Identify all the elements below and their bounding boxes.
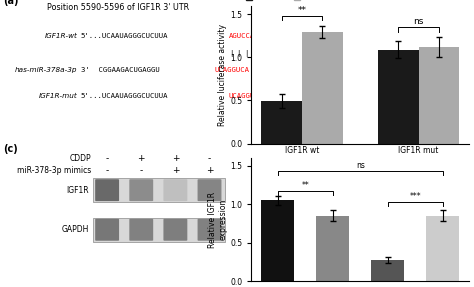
Legend: NC mimics, miR-378a-3p mimics: NC mimics, miR-378a-3p mimics [244,0,372,3]
Text: |: | [258,50,263,57]
Text: UCAGGUCA: UCAGGUCA [229,93,264,99]
Text: |: | [244,50,248,57]
Text: +: + [172,154,179,163]
Text: -: - [208,154,211,163]
Text: |: | [273,50,278,57]
FancyBboxPatch shape [93,218,226,242]
FancyBboxPatch shape [198,179,221,201]
Text: IGF1R: IGF1R [66,186,89,195]
Text: ns: ns [413,18,424,26]
Bar [316,216,349,281]
Text: ..: .. [288,93,297,99]
Text: ns: ns [356,161,365,170]
Text: **: ** [298,6,306,15]
FancyBboxPatch shape [198,219,221,241]
Text: |: | [251,50,255,57]
FancyBboxPatch shape [93,178,226,202]
Bar [378,50,419,144]
FancyBboxPatch shape [95,219,119,241]
Bar [261,200,294,281]
Text: miR-378-3p mimics: miR-378-3p mimics [17,166,91,175]
Text: IGF1R-mut: IGF1R-mut [39,93,78,99]
Bar [371,260,404,281]
Text: |: | [229,50,233,57]
Y-axis label: Relative IGF1R
expression: Relative IGF1R expression [208,191,228,248]
Text: -: - [106,154,109,163]
FancyBboxPatch shape [95,179,119,201]
Text: U..: U.. [281,33,294,39]
Text: ***: *** [410,192,421,201]
Text: Position 5590-5596 of IGF1R 3' UTR: Position 5590-5596 of IGF1R 3' UTR [47,3,190,12]
Text: +: + [206,166,213,175]
Text: has-miR-378a-3p: has-miR-378a-3p [15,67,78,73]
Text: (c): (c) [4,144,18,154]
Text: 5'...UCAAUAGGGCUCUUA: 5'...UCAAUAGGGCUCUUA [81,93,168,99]
Text: +: + [172,166,179,175]
FancyBboxPatch shape [129,219,153,241]
Text: -: - [106,166,109,175]
Text: IGF1R-wt: IGF1R-wt [45,33,78,39]
Text: |: | [266,50,270,57]
Text: UCAGGUCA: UCAGGUCA [214,67,249,73]
Text: (a): (a) [4,0,19,6]
Text: 5'...UCAAUAGGGCUCUUA: 5'...UCAAUAGGGCUCUUA [81,33,168,39]
Text: -: - [140,166,143,175]
FancyBboxPatch shape [164,219,187,241]
Text: |: | [236,50,241,57]
Text: **: ** [301,181,309,190]
Text: +: + [137,154,145,163]
Y-axis label: Relative luciferase activity: Relative luciferase activity [219,24,228,126]
Text: AGUCCAG: AGUCCAG [229,33,259,39]
Text: GAPDH: GAPDH [62,225,89,234]
Bar [261,101,302,144]
FancyBboxPatch shape [164,179,187,201]
FancyBboxPatch shape [129,179,153,201]
Bar [419,47,459,144]
Text: 3'  CGGAAGACUGAGGU: 3' CGGAAGACUGAGGU [81,67,160,73]
Text: CDDP: CDDP [70,154,91,163]
Bar [302,32,343,144]
Bar [426,216,459,281]
